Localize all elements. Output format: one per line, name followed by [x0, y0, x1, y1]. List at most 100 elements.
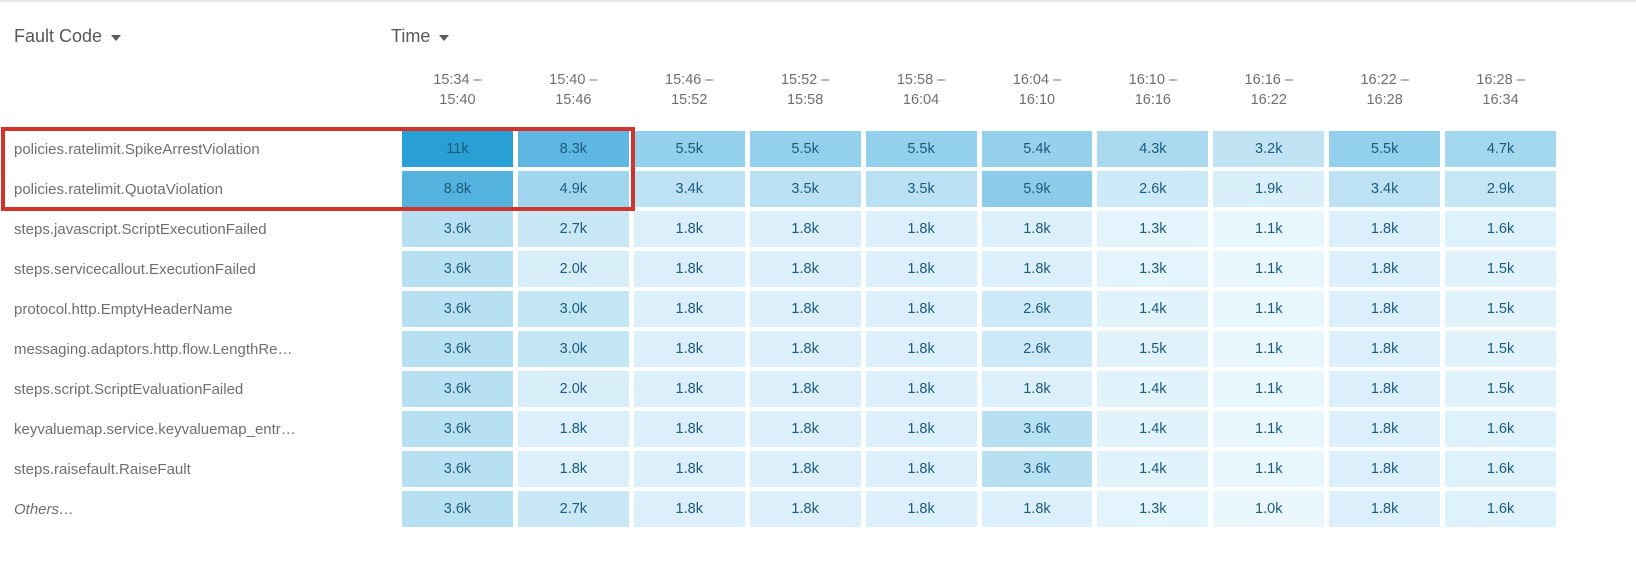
heatmap-cell[interactable]: 1.8k — [865, 411, 977, 447]
heatmap-cell[interactable]: 1.8k — [1329, 251, 1441, 287]
heatmap-cell[interactable]: 1.8k — [1329, 451, 1441, 487]
heatmap-cell[interactable]: 1.1k — [1213, 411, 1325, 447]
heatmap-cell[interactable]: 1.8k — [749, 411, 861, 447]
heatmap-cell[interactable]: 1.8k — [749, 491, 861, 527]
heatmap-cell[interactable]: 1.8k — [749, 371, 861, 407]
heatmap-cell[interactable]: 1.8k — [1329, 291, 1441, 327]
heatmap-cell[interactable]: 8.3k — [517, 131, 629, 167]
heatmap-cell[interactable]: 1.8k — [1329, 211, 1441, 247]
heatmap-cell[interactable]: 2.7k — [517, 491, 629, 527]
heatmap-cell[interactable]: 1.8k — [633, 491, 745, 527]
heatmap-cell[interactable]: 1.8k — [865, 491, 977, 527]
heatmap-cell[interactable]: 1.3k — [1097, 211, 1209, 247]
heatmap-cell[interactable]: 1.8k — [633, 451, 745, 487]
fault-code-sort-dropdown[interactable]: Fault Code — [14, 26, 122, 47]
heatmap-cell[interactable]: 2.0k — [517, 251, 629, 287]
heatmap-cell[interactable]: 1.8k — [1329, 371, 1441, 407]
heatmap-cell[interactable]: 1.8k — [1329, 411, 1441, 447]
heatmap-cell[interactable]: 1.8k — [517, 451, 629, 487]
heatmap-cell[interactable]: 3.0k — [517, 291, 629, 327]
heatmap-cell[interactable]: 5.5k — [749, 131, 861, 167]
heatmap-cell[interactable]: 1.8k — [981, 211, 1093, 247]
heatmap-cell[interactable]: 1.8k — [865, 251, 977, 287]
heatmap-cell[interactable]: 1.8k — [749, 251, 861, 287]
heatmap-cell[interactable]: 3.6k — [402, 211, 513, 247]
heatmap-cell[interactable]: 1.5k — [1445, 251, 1556, 287]
heatmap-cell[interactable]: 1.6k — [1445, 211, 1556, 247]
heatmap-cell[interactable]: 2.9k — [1445, 171, 1556, 207]
heatmap-cell[interactable]: 11k — [402, 131, 513, 167]
heatmap-cell[interactable]: 2.6k — [981, 331, 1093, 367]
heatmap-cell[interactable]: 3.6k — [402, 251, 513, 287]
heatmap-cell[interactable]: 1.8k — [865, 291, 977, 327]
heatmap-cell[interactable]: 1.3k — [1097, 491, 1209, 527]
heatmap-cell[interactable]: 1.8k — [517, 411, 629, 447]
heatmap-cell[interactable]: 1.8k — [865, 331, 977, 367]
heatmap-cell[interactable]: 1.8k — [633, 411, 745, 447]
heatmap-cell[interactable]: 1.8k — [633, 291, 745, 327]
heatmap-cell[interactable]: 5.5k — [865, 131, 977, 167]
heatmap-cell[interactable]: 3.6k — [402, 491, 513, 527]
heatmap-cell[interactable]: 1.1k — [1213, 371, 1325, 407]
heatmap-cell[interactable]: 3.5k — [865, 171, 977, 207]
heatmap-cell[interactable]: 4.9k — [517, 171, 629, 207]
heatmap-cell[interactable]: 1.5k — [1445, 331, 1556, 367]
heatmap-cell[interactable]: 3.2k — [1213, 131, 1325, 167]
heatmap-cell[interactable]: 3.6k — [402, 411, 513, 447]
heatmap-cell[interactable]: 1.5k — [1097, 331, 1209, 367]
heatmap-cell[interactable]: 1.8k — [633, 211, 745, 247]
heatmap-cell[interactable]: 2.6k — [1097, 171, 1209, 207]
heatmap-cell[interactable]: 3.6k — [402, 371, 513, 407]
heatmap-cell[interactable]: 1.4k — [1097, 451, 1209, 487]
heatmap-cell[interactable]: 1.6k — [1445, 491, 1556, 527]
heatmap-cell[interactable]: 1.8k — [865, 211, 977, 247]
heatmap-cell[interactable]: 1.8k — [633, 251, 745, 287]
heatmap-cell[interactable]: 1.1k — [1213, 251, 1325, 287]
heatmap-cell[interactable]: 3.6k — [981, 451, 1093, 487]
heatmap-cell[interactable]: 1.1k — [1213, 211, 1325, 247]
heatmap-cell[interactable]: 3.6k — [402, 451, 513, 487]
heatmap-cell[interactable]: 1.3k — [1097, 251, 1209, 287]
heatmap-cell[interactable]: 3.6k — [981, 411, 1093, 447]
heatmap-cell[interactable]: 5.5k — [633, 131, 745, 167]
heatmap-cell[interactable]: 1.8k — [1329, 491, 1441, 527]
heatmap-cell[interactable]: 1.8k — [749, 211, 861, 247]
heatmap-cell[interactable]: 3.6k — [402, 331, 513, 367]
heatmap-cell[interactable]: 1.8k — [749, 331, 861, 367]
heatmap-cell[interactable]: 1.8k — [749, 451, 861, 487]
heatmap-cell[interactable]: 3.6k — [402, 291, 513, 327]
heatmap-cell[interactable]: 1.5k — [1445, 371, 1556, 407]
heatmap-cell[interactable]: 1.8k — [865, 371, 977, 407]
heatmap-cell[interactable]: 1.6k — [1445, 411, 1556, 447]
heatmap-cell[interactable]: 1.8k — [749, 291, 861, 327]
time-sort-dropdown[interactable]: Time — [391, 26, 450, 47]
heatmap-cell[interactable]: 3.4k — [1329, 171, 1441, 207]
heatmap-cell[interactable]: 1.8k — [865, 451, 977, 487]
heatmap-cell[interactable]: 5.5k — [1329, 131, 1441, 167]
heatmap-cell[interactable]: 1.5k — [1445, 291, 1556, 327]
heatmap-cell[interactable]: 5.9k — [981, 171, 1093, 207]
heatmap-cell[interactable]: 4.3k — [1097, 131, 1209, 167]
heatmap-cell[interactable]: 3.5k — [749, 171, 861, 207]
heatmap-cell[interactable]: 1.9k — [1213, 171, 1325, 207]
heatmap-cell[interactable]: 3.4k — [633, 171, 745, 207]
heatmap-cell[interactable]: 1.1k — [1213, 331, 1325, 367]
heatmap-cell[interactable]: 5.4k — [981, 131, 1093, 167]
heatmap-cell[interactable]: 1.1k — [1213, 291, 1325, 327]
heatmap-cell[interactable]: 4.7k — [1445, 131, 1556, 167]
heatmap-cell[interactable]: 1.4k — [1097, 371, 1209, 407]
heatmap-cell[interactable]: 1.0k — [1213, 491, 1325, 527]
heatmap-cell[interactable]: 3.0k — [517, 331, 629, 367]
heatmap-cell[interactable]: 1.8k — [633, 331, 745, 367]
heatmap-cell[interactable]: 1.4k — [1097, 411, 1209, 447]
heatmap-cell[interactable]: 1.8k — [981, 251, 1093, 287]
heatmap-cell[interactable]: 2.6k — [981, 291, 1093, 327]
heatmap-cell[interactable]: 1.8k — [1329, 331, 1441, 367]
heatmap-cell[interactable]: 1.8k — [633, 371, 745, 407]
heatmap-cell[interactable]: 2.0k — [517, 371, 629, 407]
heatmap-cell[interactable]: 1.1k — [1213, 451, 1325, 487]
heatmap-cell[interactable]: 1.6k — [1445, 451, 1556, 487]
heatmap-cell[interactable]: 1.4k — [1097, 291, 1209, 327]
heatmap-cell[interactable]: 2.7k — [517, 211, 629, 247]
heatmap-cell[interactable]: 8.8k — [402, 171, 513, 207]
